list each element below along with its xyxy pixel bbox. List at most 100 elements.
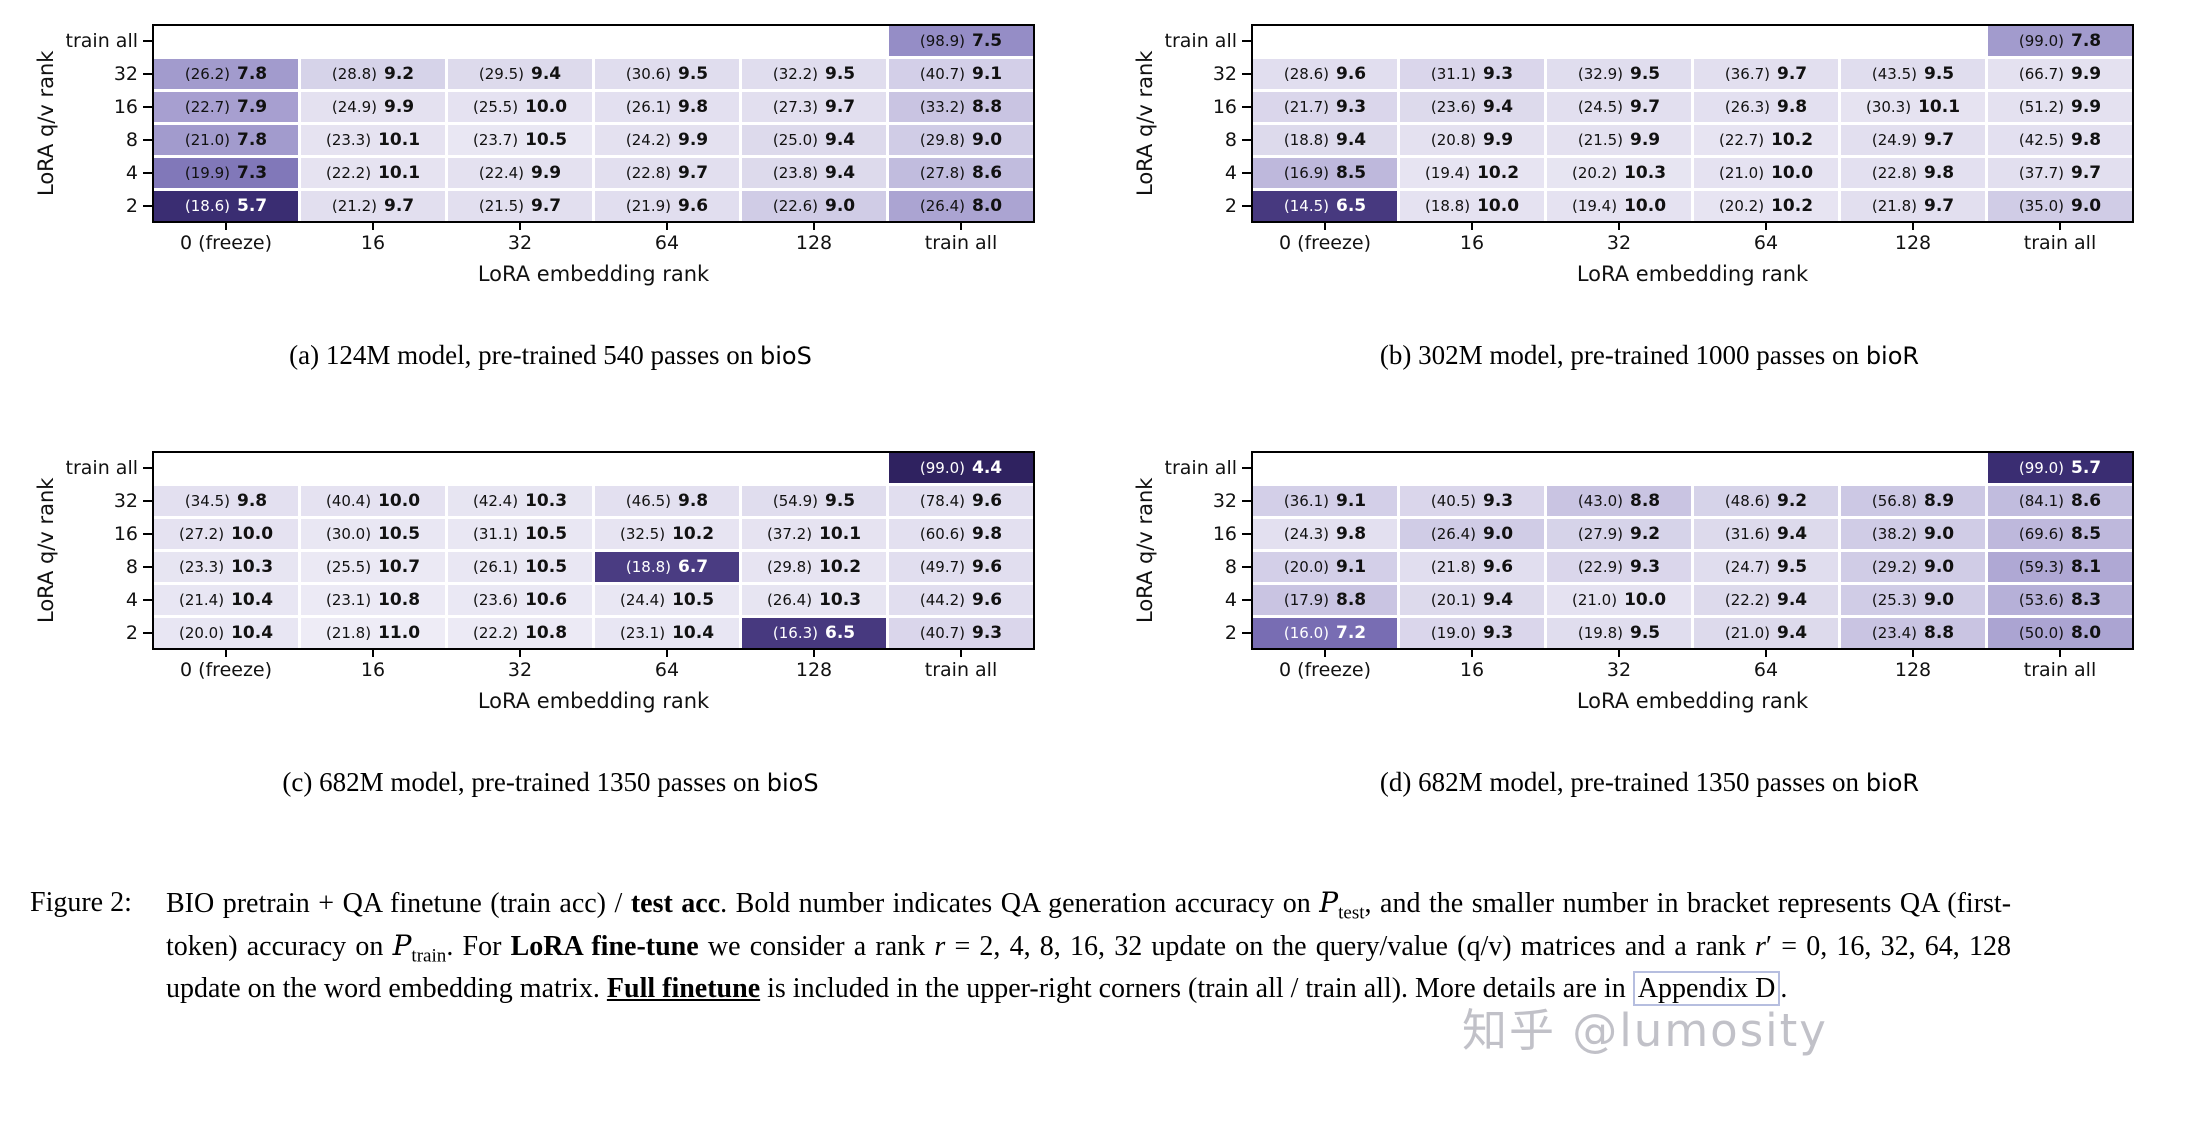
caption-segment: = 2, 4, 8, 16, 32 update on the query/va…	[945, 930, 1756, 962]
y-tick: 4	[62, 585, 152, 615]
x-tick-label: train all	[2023, 659, 2097, 681]
y-axis-label: LoRA q/v rank	[1133, 477, 1157, 623]
heatmap-cell: (24.4) 10.5	[595, 585, 739, 615]
y-tick-labels: train all 32 16 8 4 2	[62, 451, 152, 649]
y-tick: 2	[62, 618, 152, 648]
train-acc-value: (38.2)	[1871, 524, 1917, 543]
y-tick-label: 8	[125, 129, 138, 151]
heatmap-cell: (44.2) 9.6	[889, 585, 1033, 615]
heatmap-cell: (37.7) 9.7	[1988, 158, 2132, 188]
x-tick-label: 128	[795, 232, 833, 254]
heatmap-cell: (20.2) 10.3	[1547, 158, 1691, 188]
heatmap-cell: (38.2) 9.0	[1841, 519, 1985, 549]
test-acc-value: 8.3	[2070, 589, 2102, 610]
tick-mark	[2059, 223, 2061, 230]
x-tick: 16	[1400, 223, 1544, 254]
train-acc-value: (26.1)	[625, 97, 671, 116]
y-tick-label: 32	[113, 490, 138, 512]
heatmap-cell: (50.0) 8.0	[1988, 618, 2132, 648]
x-tick: 64	[1694, 650, 1838, 681]
test-acc-value: 9.1	[1335, 490, 1367, 511]
heatmap-cell: (20.8) 9.9	[1400, 125, 1544, 155]
x-tick-label: 128	[795, 659, 833, 681]
test-acc-value: 10.4	[231, 589, 274, 610]
train-acc-value: (98.9)	[919, 31, 965, 50]
tick-mark	[143, 500, 152, 502]
train-acc-value: (22.2)	[1724, 590, 1770, 609]
test-acc-value: 9.7	[1629, 96, 1661, 117]
subfigure-grid: LoRA q/v rank train all 32 16 8 4 2 (98.9) 7.5…	[30, 24, 2170, 798]
test-acc-value: 9.4	[1482, 589, 1514, 610]
heatmap-cell: (99.0) 7.8	[1988, 26, 2132, 56]
test-acc-value: 9.7	[1923, 129, 1955, 150]
heatmap-cell: (24.9) 9.9	[301, 92, 445, 122]
train-acc-value: (22.7)	[184, 97, 230, 116]
test-acc-value: 10.0	[1624, 195, 1667, 216]
test-acc-value: 9.4	[1776, 523, 1808, 544]
heatmap-cell: (42.4) 10.3	[448, 486, 592, 516]
x-tick: train all	[889, 223, 1033, 254]
test-acc-value: 8.1	[2070, 556, 2102, 577]
heatmap-cell: (56.8) 8.9	[1841, 486, 1985, 516]
caption-segment: . Bold number indicates QA generation ac…	[720, 888, 1320, 919]
train-acc-value: (21.8)	[1430, 557, 1476, 576]
appendix-d-link[interactable]: Appendix D	[1632, 970, 1781, 1006]
train-acc-value: (43.5)	[1871, 64, 1917, 83]
test-acc-value: 10.8	[378, 589, 421, 610]
heatmap-cell: (23.1) 10.4	[595, 618, 739, 648]
test-acc-value: 9.7	[824, 96, 856, 117]
test-acc-value: 9.0	[1923, 556, 1955, 577]
y-tick-label: 2	[1224, 622, 1237, 644]
train-acc-value: (37.2)	[766, 524, 813, 543]
heatmap-grid-d: (99.0) 5.7 (36.1) 9.1 (40.5) 9.3 (43.0) 8.8 (48.…	[1251, 451, 2134, 650]
figure-caption-label: Figure 2:	[30, 887, 132, 918]
heatmap-cell: (30.6) 9.5	[595, 59, 739, 89]
heatmap-cell: (25.0) 9.4	[742, 125, 886, 155]
test-acc-value: 9.8	[971, 523, 1003, 544]
tick-mark	[519, 650, 521, 657]
train-acc-value: (21.0)	[1571, 590, 1618, 609]
train-acc-value: (32.9)	[1577, 64, 1623, 83]
heatmap-cell: (59.3) 8.1	[1988, 552, 2132, 582]
heatmap-cell: (20.1) 9.4	[1400, 585, 1544, 615]
test-acc-value: 9.5	[1629, 622, 1661, 643]
train-acc-value: (24.9)	[331, 97, 377, 116]
heatmap-cell: (54.9) 9.5	[742, 486, 886, 516]
train-acc-value: (42.5)	[2018, 130, 2064, 149]
heatmap-cell: (31.1) 10.5	[448, 519, 592, 549]
test-acc-value: 9.6	[1335, 63, 1367, 84]
train-acc-value: (51.2)	[2018, 97, 2064, 116]
test-acc-value: 10.3	[525, 490, 568, 511]
test-acc-value: 9.9	[1629, 129, 1661, 150]
train-acc-value: (22.8)	[1871, 163, 1917, 182]
train-acc-value: (27.2)	[178, 524, 225, 543]
tick-mark	[1242, 139, 1251, 141]
plot-body-c: (99.0) 4.4 (34.5) 9.8 (40.4) 10.0 (42.4) 10.3 (4…	[152, 451, 1035, 713]
train-acc-value: (60.6)	[919, 524, 965, 543]
heatmap-cell: (40.4) 10.0	[301, 486, 445, 516]
plot-body-a: (98.9) 7.5 (26.2) 7.8 (28.8) 9.2 (29.5) 9.4 (30.…	[152, 24, 1035, 286]
heatmap-cell: (19.9) 7.3	[154, 158, 298, 188]
tick-mark	[2059, 650, 2061, 657]
test-acc-value: 9.3	[1482, 63, 1514, 84]
test-acc-value: 10.2	[1771, 195, 1814, 216]
y-tick: 4	[1161, 585, 1251, 615]
heatmap-cell: (32.5) 10.2	[595, 519, 739, 549]
heatmap-cell: (40.7) 9.3	[889, 618, 1033, 648]
test-acc-value: 9.8	[1335, 523, 1367, 544]
plot-a: LoRA q/v rank train all 32 16 8 4 2 (98.9) 7.5…	[30, 24, 1071, 286]
plot-body-b: (99.0) 7.8 (28.6) 9.6 (31.1) 9.3 (32.9) 9.5 (36.…	[1251, 24, 2134, 286]
heatmap-cell: (27.2) 10.0	[154, 519, 298, 549]
tick-mark	[1242, 533, 1251, 535]
tick-mark	[960, 650, 962, 657]
train-acc-value: (21.5)	[478, 196, 524, 215]
train-acc-value: (49.7)	[919, 557, 965, 576]
heatmap-cell: (21.0) 10.0	[1694, 158, 1838, 188]
y-tick-label: 4	[1224, 162, 1237, 184]
y-tick-label: train all	[1164, 457, 1237, 479]
y-axis-label: LoRA q/v rank	[1133, 50, 1157, 196]
y-tick: 32	[62, 59, 152, 89]
test-acc-value: 6.5	[824, 622, 856, 643]
heatmap-cell: (48.6) 9.2	[1694, 486, 1838, 516]
x-axis-label: LoRA embedding rank	[1576, 262, 1809, 286]
